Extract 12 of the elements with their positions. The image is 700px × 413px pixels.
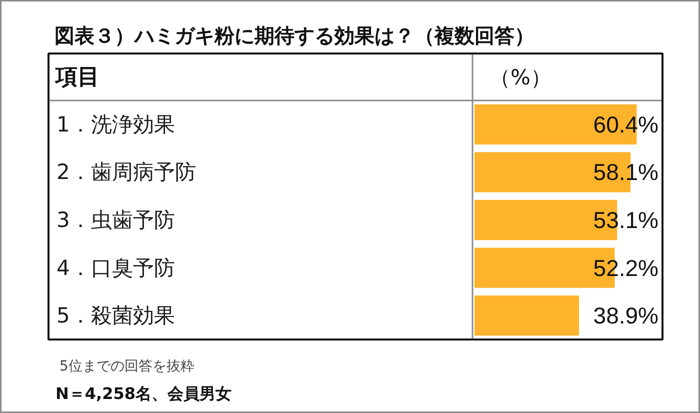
y-tick-label: 5．殺菌効果 [56,304,175,328]
y-axis-title: 項目 [54,65,100,90]
y-tick-label: 3．虫歯予防 [56,208,175,232]
bar [474,296,579,336]
text: N＝4,258名、会員男女 [56,384,232,403]
text: 図表３）ハミガキ粉に期待する効果は？（複数回答） [54,24,534,48]
y-tick-label: 4．口臭予防 [56,256,175,280]
y-tick-label: 2．歯周病予防 [56,160,196,184]
x-axis-title: （%） [490,66,552,90]
data-label: 38.9% [593,302,659,329]
y-tick-label: 1．洗浄効果 [56,112,175,136]
text: 5位までの回答を抜粋 [60,358,194,374]
